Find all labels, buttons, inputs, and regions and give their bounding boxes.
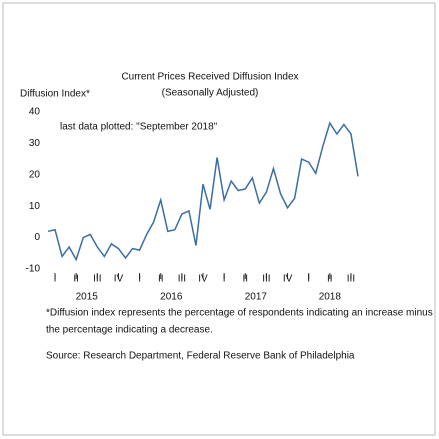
x-tick-label: II (327, 274, 333, 285)
x-tick-label: IV (283, 274, 293, 285)
x-tick-label: I (54, 274, 57, 285)
y-tick-label: 20 (29, 169, 41, 180)
x-tick-label: II (242, 274, 248, 285)
source: Source: Research Department, Federal Res… (46, 351, 355, 362)
x-tick-label: III (262, 274, 270, 285)
y-tick-label: 10 (29, 201, 41, 212)
y-tick-label: -10 (26, 264, 41, 275)
data-line (47, 121, 359, 262)
frame (2, 2, 436, 436)
chart-subtitle: (Seasonally Adjusted) (162, 88, 259, 99)
footnote: *Diffusion index represents the percenta… (46, 308, 433, 319)
x-tick-label: III (347, 274, 355, 285)
footnote: the percentage indicating a decrease. (46, 325, 213, 336)
x-tick-label: III (178, 274, 186, 285)
chart-title: Current Prices Received Diffusion Index (121, 72, 298, 83)
x-group-label: 2017 (245, 292, 268, 303)
x-tick-label: I (223, 274, 226, 285)
annotation: last data plotted: "September 2018" (60, 122, 218, 133)
y-tick-label: 0 (34, 232, 40, 243)
x-tick-label: I (307, 274, 310, 285)
x-tick-label: III (93, 274, 101, 285)
y-tick-label: 30 (29, 138, 41, 149)
x-group-label: 2018 (319, 292, 342, 303)
x-group-label: 2016 (160, 292, 183, 303)
x-tick-label: II (73, 274, 79, 285)
x-tick-label: I (138, 274, 141, 285)
x-tick-label: IV (114, 274, 124, 285)
x-tick-label: II (158, 274, 164, 285)
x-tick-label: IV (198, 274, 208, 285)
y-tick-label: 40 (29, 107, 41, 118)
y-axis-label: Diffusion Index* (20, 89, 90, 100)
x-group-label: 2015 (76, 292, 99, 303)
